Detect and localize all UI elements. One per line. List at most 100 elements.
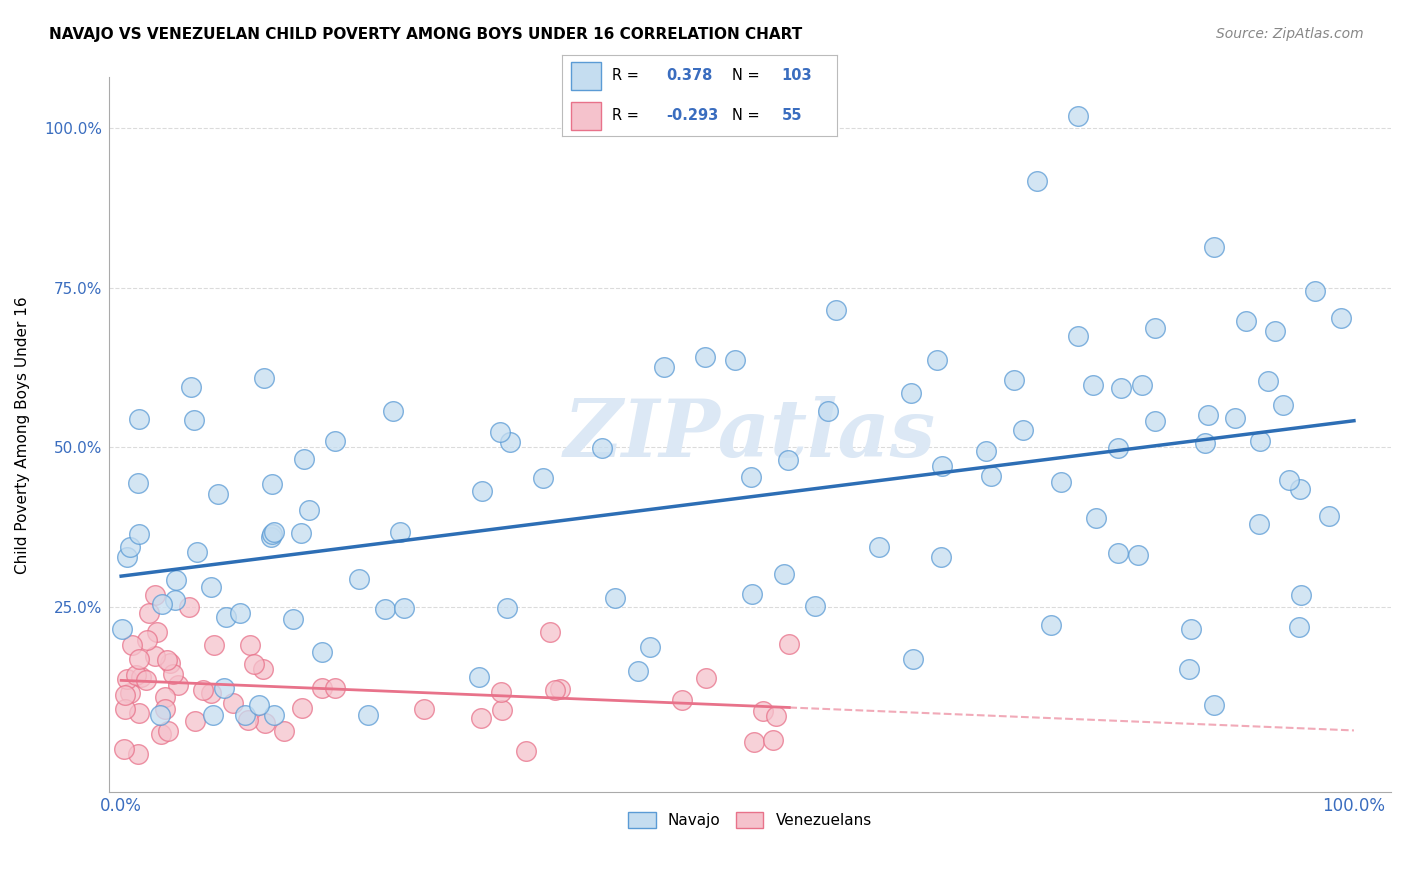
Y-axis label: Child Poverty Among Boys Under 16: Child Poverty Among Boys Under 16 <box>15 296 30 574</box>
Point <box>186 545 208 559</box>
Legend: Navajo, Venezuelans: Navajo, Venezuelans <box>621 806 877 834</box>
Text: N =: N = <box>733 109 761 123</box>
Point <box>778 637 800 651</box>
Point <box>252 370 274 384</box>
Point <box>1305 284 1327 298</box>
Point <box>1004 372 1026 386</box>
Point <box>222 697 245 711</box>
Point <box>155 690 177 704</box>
Point <box>1067 109 1090 123</box>
Point <box>538 624 561 639</box>
Point <box>111 622 134 636</box>
Point <box>135 673 157 688</box>
Point <box>179 600 201 615</box>
Point <box>290 526 312 541</box>
Point <box>143 648 166 663</box>
Point <box>695 671 717 685</box>
Point <box>260 476 283 491</box>
Point <box>311 681 333 695</box>
Point <box>112 742 135 756</box>
Point <box>1107 441 1129 455</box>
Point <box>603 591 626 605</box>
Point <box>544 682 567 697</box>
Point <box>243 657 266 671</box>
Point <box>129 670 152 684</box>
Point <box>491 685 513 699</box>
Point <box>128 706 150 720</box>
Point <box>740 470 762 484</box>
Point <box>817 404 839 418</box>
Point <box>239 638 262 652</box>
Point <box>143 588 166 602</box>
Point <box>548 681 571 696</box>
Point <box>1223 410 1246 425</box>
Text: NAVAJO VS VENEZUELAN CHILD POVERTY AMONG BOYS UNDER 16 CORRELATION CHART: NAVAJO VS VENEZUELAN CHILD POVERTY AMONG… <box>49 27 803 42</box>
Point <box>1289 482 1312 496</box>
Point <box>1081 378 1104 392</box>
Point <box>741 587 763 601</box>
Point <box>392 601 415 615</box>
Point <box>212 681 235 695</box>
Point <box>165 574 187 588</box>
Point <box>311 645 333 659</box>
Point <box>252 662 274 676</box>
Text: -0.293: -0.293 <box>666 109 718 123</box>
Text: 55: 55 <box>782 109 803 123</box>
Point <box>724 352 747 367</box>
Point <box>1039 618 1062 632</box>
Point <box>236 713 259 727</box>
Point <box>166 678 188 692</box>
Point <box>671 692 693 706</box>
Point <box>765 709 787 723</box>
Point <box>752 704 775 718</box>
Point <box>382 404 405 418</box>
Point <box>128 651 150 665</box>
Point <box>215 610 238 624</box>
Text: 0.378: 0.378 <box>666 69 713 83</box>
Point <box>470 711 492 725</box>
Point <box>931 459 953 474</box>
Point <box>1330 310 1353 325</box>
Point <box>200 686 222 700</box>
Point <box>1049 475 1071 490</box>
Point <box>499 435 522 450</box>
Point <box>125 668 148 682</box>
Point <box>467 670 489 684</box>
Point <box>291 701 314 715</box>
Point <box>118 686 141 700</box>
Point <box>1202 698 1225 712</box>
Point <box>1130 377 1153 392</box>
Point <box>778 453 800 467</box>
Point <box>128 411 150 425</box>
Point <box>1289 588 1312 602</box>
Point <box>253 716 276 731</box>
Point <box>804 599 827 614</box>
Point <box>900 385 922 400</box>
Point <box>127 476 149 491</box>
Point <box>191 683 214 698</box>
Point <box>262 526 284 541</box>
Point <box>1144 321 1167 335</box>
Point <box>323 434 346 449</box>
Point <box>627 664 650 678</box>
Point <box>273 724 295 739</box>
Point <box>159 656 181 670</box>
Point <box>591 442 613 456</box>
Point <box>1194 436 1216 450</box>
Point <box>489 425 512 439</box>
Point <box>412 702 434 716</box>
FancyBboxPatch shape <box>571 102 600 130</box>
Point <box>762 732 785 747</box>
Point <box>229 607 252 621</box>
Point <box>247 698 270 712</box>
Point <box>1288 620 1310 634</box>
Point <box>901 651 924 665</box>
Point <box>742 735 765 749</box>
Text: R =: R = <box>612 109 638 123</box>
Point <box>263 525 285 540</box>
Point <box>929 549 952 564</box>
Point <box>1107 546 1129 560</box>
Text: Source: ZipAtlas.com: Source: ZipAtlas.com <box>1216 27 1364 41</box>
Point <box>1264 324 1286 338</box>
Point <box>156 724 179 739</box>
